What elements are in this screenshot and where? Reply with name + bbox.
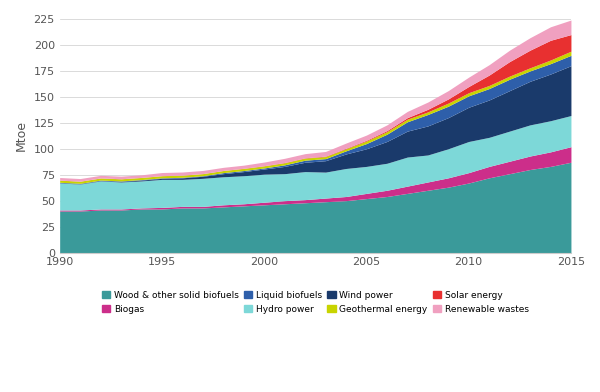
Y-axis label: Mtoe: Mtoe xyxy=(15,120,28,151)
Legend: Wood & other solid biofuels, Biogas, Liquid biofuels, Hydro power, Wind power, G: Wood & other solid biofuels, Biogas, Liq… xyxy=(98,287,532,317)
